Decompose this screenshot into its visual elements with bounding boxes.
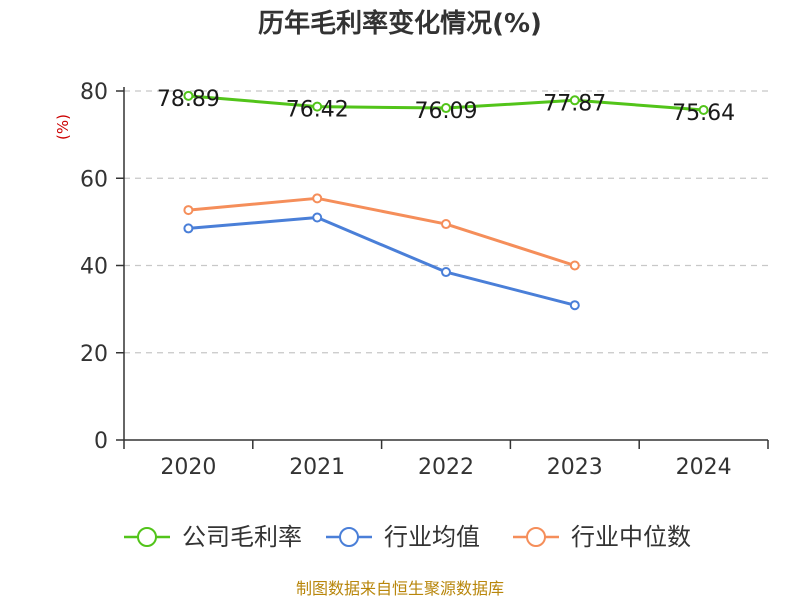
data-point — [441, 103, 451, 114]
legend-label: 公司毛利率 — [182, 523, 302, 551]
data-label: 76.09 — [415, 99, 478, 124]
x-tick-label: 2023 — [547, 455, 603, 480]
x-tick-label: 2020 — [160, 455, 216, 480]
data-point — [183, 205, 194, 216]
data-point — [312, 101, 323, 112]
series-line — [188, 216, 576, 307]
grid-lines — [124, 90, 768, 354]
x-tick-label: 2024 — [676, 455, 732, 480]
series-lines — [183, 90, 709, 311]
data-point — [183, 90, 194, 101]
data-label: 76.42 — [286, 98, 349, 123]
data-point — [312, 193, 323, 204]
legend-swatch-marker — [526, 527, 546, 547]
y-tick-label: 0 — [94, 429, 108, 454]
data-point — [569, 95, 580, 106]
x-tick-label: 2022 — [418, 455, 474, 480]
data-point — [441, 219, 451, 230]
data-point — [441, 267, 451, 278]
y-tick-label: 80 — [80, 80, 108, 105]
axes: 0 20 40 60 80 2020 2021 2022 2023 2024 — [80, 80, 769, 480]
data-point — [698, 105, 709, 116]
data-point — [569, 260, 580, 271]
y-tick-label: 20 — [80, 342, 108, 367]
legend-label: 行业中位数 — [571, 523, 691, 551]
data-point — [183, 223, 194, 234]
y-tick-label: 60 — [80, 167, 108, 192]
y-tick-label: 40 — [80, 255, 108, 280]
data-point — [312, 212, 323, 223]
y-axis-unit: (%) — [54, 114, 72, 140]
legend-label: 行业均值 — [384, 523, 480, 551]
data-label: 75.64 — [672, 101, 735, 126]
chart-title: 历年毛利率变化情况(%) — [258, 8, 542, 39]
data-label: 78.89 — [157, 87, 220, 112]
legend-swatch-marker — [339, 527, 359, 547]
data-point — [569, 300, 580, 311]
source-note: 制图数据来自恒生聚源数据库 — [296, 579, 504, 598]
x-tick-label: 2021 — [289, 455, 345, 480]
data-label: 77.87 — [543, 91, 606, 116]
legend-swatch-marker — [137, 527, 157, 547]
legend: 公司毛利率 行业均值 行业中位数 — [124, 523, 691, 551]
data-labels: 78.89 76.42 76.09 77.87 75.64 — [157, 87, 735, 126]
series-line — [188, 196, 576, 267]
